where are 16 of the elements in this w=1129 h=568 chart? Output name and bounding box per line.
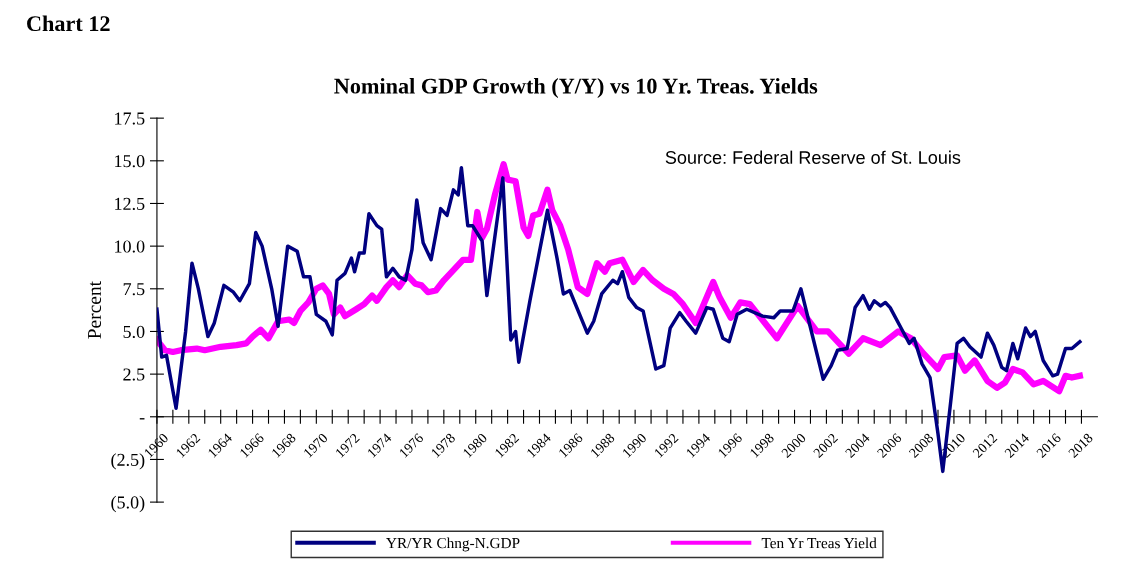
y-tick-label: (5.0) [111, 495, 145, 513]
y-axis-title: Percent [88, 281, 102, 339]
chart-subtitle: Nominal GDP Growth (Y/Y) vs 10 Yr. Treas. Yields [334, 77, 818, 99]
legend-label: Ten Yr Treas Yield [761, 537, 877, 549]
y-tick-label: 15.0 [115, 155, 145, 168]
y-tick-label: (2.5) [111, 453, 145, 470]
y-tick-label: 12.5 [115, 197, 145, 210]
y-tick-label: 7.5 [123, 283, 145, 296]
y-tick-label: 10.0 [115, 240, 145, 253]
y-tick-label: 2.5 [123, 368, 145, 381]
y-tick-label: 17.5 [115, 112, 145, 125]
y-tick-label: - [139, 418, 145, 420]
chart-title: Chart 12 [27, 15, 110, 32]
y-tick-label: 5.0 [123, 325, 145, 338]
legend-label: YR/YR Chng-N.GDP [386, 537, 520, 552]
annotation: Source: Federal Reserve of St. Louis [665, 150, 961, 164]
